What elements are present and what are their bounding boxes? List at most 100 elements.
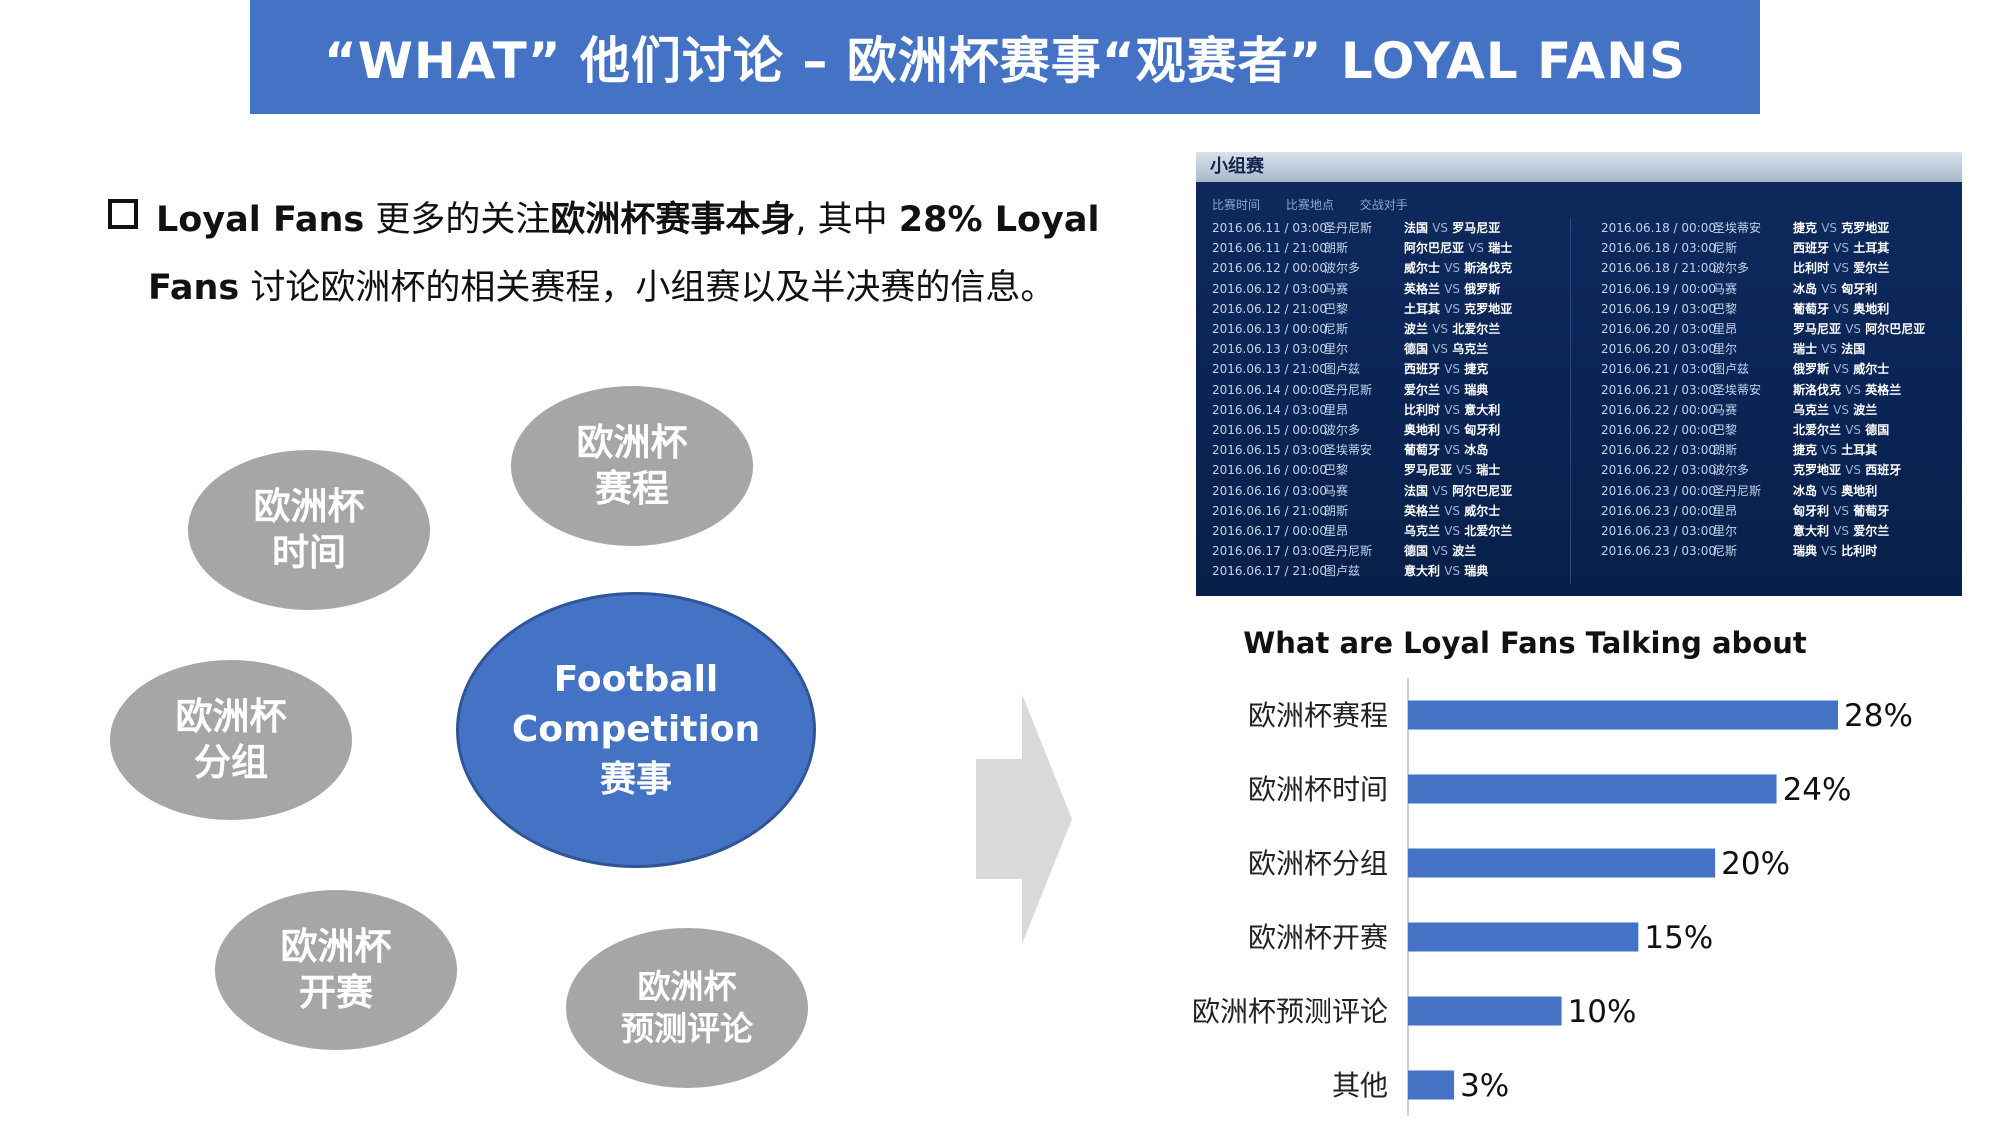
match-date: 2016.06.19 / 00:00 xyxy=(1601,281,1716,296)
schedule-col-time: 比赛时间 xyxy=(1212,198,1261,212)
chart-bar xyxy=(1408,848,1716,878)
match-teams: 俄罗斯 VS 威尔士 xyxy=(1793,362,1890,377)
match-date: 2016.06.16 / 21:00 xyxy=(1212,503,1327,518)
chart-bar xyxy=(1408,774,1777,804)
center-line1: Football xyxy=(553,659,719,700)
loyal-fans-topics-chart: What are Loyal Fans Talking about 欧洲杯赛程 2… xyxy=(1160,626,1980,1116)
match-city: 里昂 xyxy=(1713,322,1738,337)
schedule-left-row: 2016.06.13 / 21:00图卢兹 西班牙 VS 捷克 xyxy=(1212,359,1512,379)
match-city: 圣埃蒂安 xyxy=(1713,221,1762,235)
schedule-left-row: 2016.06.12 / 21:00巴黎 土耳其 VS 克罗地亚 xyxy=(1212,299,1512,319)
schedule-col-venue: 比赛地点 xyxy=(1285,198,1334,212)
bubble-time-line1: 欧洲杯 xyxy=(253,485,365,528)
match-city: 马赛 xyxy=(1324,483,1349,498)
match-city: 马赛 xyxy=(1713,402,1738,417)
match-date: 2016.06.15 / 03:00 xyxy=(1212,443,1327,458)
chart-title: What are Loyal Fans Talking about xyxy=(1243,626,1807,660)
bubble-opening-line2: 开赛 xyxy=(299,971,373,1014)
schedule-left-row: 2016.06.15 / 00:00波尔多 奥地利 VS 匈牙利 xyxy=(1212,420,1512,440)
chart-bar xyxy=(1408,1070,1455,1100)
chart-bar xyxy=(1408,700,1838,730)
match-date: 2016.06.20 / 03:00 xyxy=(1601,342,1716,357)
chart-data-label: 15% xyxy=(1644,920,1713,956)
schedule-left-row: 2016.06.16 / 21:00朗斯 英格兰 VS 威尔士 xyxy=(1212,501,1512,521)
match-date: 2016.06.22 / 03:00 xyxy=(1601,463,1716,478)
match-city: 圣埃蒂安 xyxy=(1713,382,1762,397)
schedule-left-row: 2016.06.17 / 00:00里昂 乌克兰 VS 北爱尔兰 xyxy=(1212,521,1512,541)
checkbox-bullet-icon xyxy=(108,199,138,229)
chart-category-label: 欧洲杯时间 xyxy=(1248,773,1388,806)
schedule-right-row: 2016.06.18 / 03:00尼斯 西班牙 VS 土耳其 xyxy=(1601,238,1925,258)
bubble-group-line1: 欧洲杯 xyxy=(175,695,287,738)
match-city: 波尔多 xyxy=(1324,261,1361,276)
schedule-left-row: 2016.06.12 / 03:00马赛 英格兰 VS 俄罗斯 xyxy=(1212,279,1512,299)
bubble-prediction: 欧洲杯 预测评论 xyxy=(566,928,808,1088)
chart-bar xyxy=(1408,922,1639,952)
match-teams: 斯洛伐克 VS 英格兰 xyxy=(1793,382,1902,397)
bar-chart-svg: 欧洲杯赛程 28% 欧洲杯时间 24% 欧洲杯分组 20% 欧洲杯开赛 15% 欧洲杯预测评论 1… xyxy=(1192,678,1913,1116)
schedule-right-row: 2016.06.23 / 03:00里尔 意大利 VS 爱尔兰 xyxy=(1601,521,1925,541)
schedule-right-row: 2016.06.19 / 03:00巴黎 葡萄牙 VS 奥地利 xyxy=(1601,299,1925,319)
match-city: 尼斯 xyxy=(1713,544,1738,559)
schedule-left-row: 2016.06.11 / 21:00朗斯 阿尔巴尼亚 VS 瑞士 xyxy=(1212,238,1512,258)
center-topic-circle: Football Competition 赛事 xyxy=(456,592,816,868)
match-date: 2016.06.23 / 00:00 xyxy=(1601,503,1716,518)
bubble-group: 欧洲杯 分组 xyxy=(110,660,352,820)
schedule-right-row: 2016.06.18 / 00:00圣埃蒂安 捷克 VS 克罗地亚 xyxy=(1601,218,1925,238)
schedule-left-row: 2016.06.17 / 03:00圣丹尼斯 德国 VS 波兰 xyxy=(1212,541,1512,561)
summary-text-c: 讨论欧洲杯的相关赛程，小组赛以及半决赛的信息。 xyxy=(239,268,1056,308)
bubble-time-line2: 时间 xyxy=(272,531,346,574)
bubble-opening: 欧洲杯 开赛 xyxy=(215,890,457,1050)
match-city: 圣埃蒂安 xyxy=(1324,443,1373,458)
schedule-right-row: 2016.06.18 / 21:00波尔多 比利时 VS 爱尔兰 xyxy=(1601,258,1925,278)
match-date: 2016.06.16 / 00:00 xyxy=(1212,463,1327,478)
match-date: 2016.06.17 / 00:00 xyxy=(1212,524,1327,539)
match-date: 2016.06.13 / 03:00 xyxy=(1212,342,1327,357)
match-date: 2016.06.21 / 03:00 xyxy=(1601,362,1716,377)
match-teams: 英格兰 VS 威尔士 xyxy=(1404,503,1501,518)
schedule-right-column: 2016.06.18 / 00:00圣埃蒂安 捷克 VS 克罗地亚 2016.06.… xyxy=(1601,218,1925,561)
schedule-left-row: 2016.06.16 / 03:00马赛 法国 VS 阿尔巴尼亚 xyxy=(1212,481,1512,501)
bubble-opening-line1: 欧洲杯 xyxy=(280,925,392,968)
schedule-left-row: 2016.06.14 / 00:00圣丹尼斯 爱尔兰 VS 瑞典 xyxy=(1212,380,1512,400)
match-city: 尼斯 xyxy=(1713,241,1738,256)
chart-category-label: 欧洲杯开赛 xyxy=(1248,921,1388,954)
match-city: 里昂 xyxy=(1713,503,1738,518)
match-teams: 比利时 VS 意大利 xyxy=(1404,402,1501,417)
match-city: 里昂 xyxy=(1324,524,1349,539)
summary-subject-cont: Fans xyxy=(148,268,240,308)
match-city: 朗斯 xyxy=(1324,241,1349,256)
bubble-schedule-line1: 欧洲杯 xyxy=(576,421,688,464)
match-date: 2016.06.14 / 03:00 xyxy=(1212,402,1327,417)
page-title: “WHAT” 他们讨论 – 欧洲杯赛事“观赛者” LOYAL FANS xyxy=(323,32,1687,90)
match-teams: 意大利 VS 瑞典 xyxy=(1404,564,1489,579)
match-date: 2016.06.23 / 03:00 xyxy=(1601,544,1716,559)
schedule-left-row: 2016.06.16 / 00:00巴黎 罗马尼亚 VS 瑞士 xyxy=(1212,460,1512,480)
match-date: 2016.06.22 / 00:00 xyxy=(1601,423,1716,438)
match-city: 朗斯 xyxy=(1713,443,1738,458)
schedule-left-row: 2016.06.13 / 03:00里尔 德国 VS 乌克兰 xyxy=(1212,339,1512,359)
match-date: 2016.06.21 / 03:00 xyxy=(1601,382,1716,397)
match-date: 2016.06.23 / 00:00 xyxy=(1601,483,1716,498)
match-city: 尼斯 xyxy=(1324,322,1349,337)
match-city: 巴黎 xyxy=(1713,301,1738,316)
schedule-left-row: 2016.06.14 / 03:00里昂 比利时 VS 意大利 xyxy=(1212,400,1512,420)
schedule-right-row: 2016.06.20 / 03:00里尔 瑞士 VS 法国 xyxy=(1601,339,1925,359)
match-date: 2016.06.20 / 03:00 xyxy=(1601,322,1716,337)
match-teams: 土耳其 VS 克罗地亚 xyxy=(1404,301,1513,316)
match-date: 2016.06.23 / 03:00 xyxy=(1601,524,1716,539)
match-teams: 英格兰 VS 俄罗斯 xyxy=(1404,281,1501,296)
match-city: 里尔 xyxy=(1713,524,1738,539)
match-teams: 阿尔巴尼亚 VS 瑞士 xyxy=(1404,241,1513,256)
match-teams: 法国 VS 罗马尼亚 xyxy=(1404,221,1501,235)
match-teams: 威尔士 VS 斯洛伐克 xyxy=(1404,261,1513,276)
match-city: 图卢兹 xyxy=(1713,362,1750,377)
summary-text-b: , 其中 xyxy=(795,200,899,240)
summary-bullet: Loyal Fans 更多的关注欧洲杯赛事本身, 其中 28% Loyal Fa… xyxy=(108,186,1138,322)
match-teams: 爱尔兰 VS 瑞典 xyxy=(1404,382,1489,397)
schedule-right-row: 2016.06.19 / 00:00马赛 冰岛 VS 匈牙利 xyxy=(1601,279,1925,299)
schedule-left-column: 2016.06.11 / 03:00圣丹尼斯 法国 VS 罗马尼亚 2016.06.… xyxy=(1212,218,1512,582)
group-stage-schedule-image: 小组赛 比赛时间 比赛地点 交战对手 2016.06.11 / 03:00圣丹尼… xyxy=(1196,152,1962,596)
bubble-prediction-line2: 预测评论 xyxy=(621,1009,753,1048)
schedule-right-row: 2016.06.20 / 03:00里昂 罗马尼亚 VS 阿尔巴尼亚 xyxy=(1601,319,1925,339)
